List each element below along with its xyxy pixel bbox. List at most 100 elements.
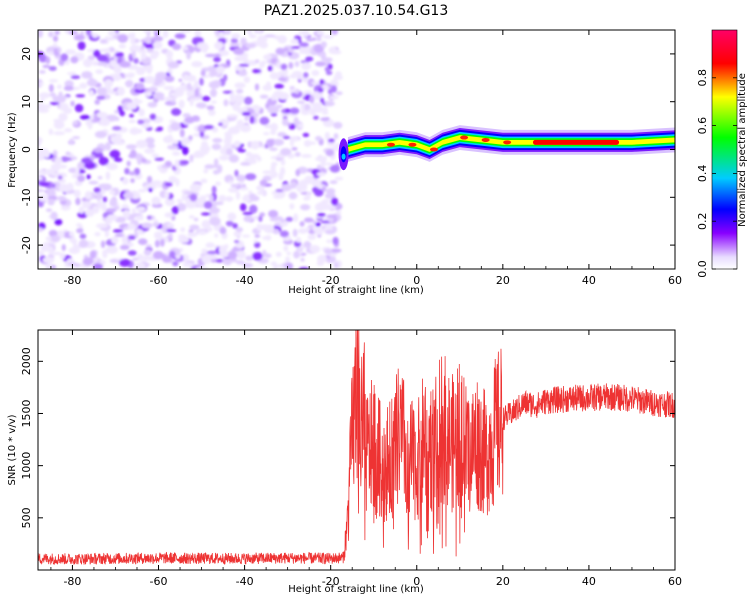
- noise-blob: [109, 59, 118, 68]
- noise-blob: [239, 203, 247, 212]
- noise-blob: [209, 216, 221, 226]
- noise-blob: [45, 208, 53, 213]
- noise-blob: [259, 116, 270, 125]
- noise-blob: [248, 33, 257, 39]
- noise-blob: [225, 148, 233, 156]
- noise-blob: [280, 63, 288, 71]
- noise-blob: [138, 238, 148, 246]
- noise-blob: [329, 95, 339, 100]
- noise-blob: [243, 76, 251, 84]
- noise-blobs: [38, 30, 344, 269]
- noise-blob: [54, 30, 60, 35]
- noise-blob: [127, 250, 137, 256]
- colorbar-tick-label: 0.4: [696, 165, 709, 183]
- noise-blob: [297, 123, 304, 129]
- noise-blob: [263, 224, 268, 233]
- x-tick-label: 60: [668, 575, 682, 588]
- noise-blob: [231, 33, 241, 39]
- noise-blob: [88, 180, 99, 185]
- noise-blob: [49, 246, 54, 255]
- noise-blob: [121, 234, 128, 244]
- noise-blob: [237, 70, 248, 77]
- noise-blob: [321, 84, 329, 91]
- noise-blob: [322, 34, 334, 40]
- noise-blob: [328, 217, 334, 223]
- noise-blob: [119, 258, 131, 267]
- noise-blob: [47, 198, 55, 206]
- noise-blob: [182, 113, 191, 118]
- noise-blob: [104, 229, 110, 238]
- noise-blob: [312, 103, 322, 112]
- noise-blob: [152, 222, 160, 227]
- noise-blob: [75, 223, 83, 227]
- noise-blob: [115, 52, 124, 58]
- noise-blob: [295, 236, 302, 243]
- noise-blob: [309, 95, 315, 104]
- noise-blob: [281, 112, 290, 118]
- noise-blob: [186, 74, 197, 82]
- noise-blob: [172, 43, 182, 51]
- noise-blob: [53, 131, 66, 136]
- noise-blob: [112, 73, 122, 81]
- noise-blob: [308, 230, 315, 234]
- noise-blob: [283, 245, 289, 252]
- noise-blob: [286, 251, 292, 256]
- noise-blob: [314, 135, 322, 142]
- noise-blob: [303, 72, 309, 78]
- noise-blob: [200, 69, 206, 77]
- noise-blob: [105, 141, 112, 151]
- noise-blob: [219, 31, 224, 39]
- noise-blob: [282, 135, 291, 140]
- noise-blob: [70, 56, 79, 64]
- noise-blob: [119, 61, 131, 68]
- noise-blob: [230, 37, 238, 44]
- noise-blob: [223, 99, 229, 107]
- noise-blob: [294, 151, 301, 157]
- noise-blob: [57, 195, 67, 202]
- noise-blob: [96, 54, 108, 62]
- noise-blob: [245, 255, 253, 262]
- noise-blob: [259, 94, 269, 99]
- noise-blob: [304, 90, 313, 95]
- noise-blob: [325, 162, 334, 166]
- noise-blob: [204, 164, 215, 169]
- noise-blob: [321, 186, 327, 192]
- noise-blob: [164, 191, 170, 200]
- noise-blob: [38, 188, 45, 193]
- noise-blob: [225, 196, 234, 202]
- noise-blob: [133, 57, 139, 64]
- noise-blob: [300, 257, 305, 262]
- noise-blob: [146, 215, 152, 220]
- snr-series-line: [38, 330, 675, 566]
- noise-blob: [242, 234, 251, 238]
- noise-blob: [39, 81, 44, 87]
- noise-blob: [162, 30, 169, 39]
- noise-blob: [285, 256, 291, 263]
- x-tick-label: 60: [668, 274, 682, 287]
- noise-blob: [335, 71, 342, 78]
- noise-blob: [224, 133, 233, 141]
- noise-blob: [227, 250, 238, 260]
- noise-blob: [229, 91, 235, 101]
- noise-blob: [325, 188, 336, 195]
- noise-blob: [242, 211, 253, 216]
- colorbar-gradient: [711, 29, 738, 270]
- noise-blob: [109, 149, 121, 159]
- noise-blob: [135, 215, 144, 221]
- noise-blob: [162, 135, 174, 144]
- noise-blob: [228, 187, 239, 193]
- noise-blob: [297, 76, 304, 80]
- noise-blob: [193, 183, 203, 188]
- noise-blob: [109, 190, 116, 195]
- noise-blob: [60, 53, 69, 62]
- noise-blob: [48, 31, 54, 38]
- noise-blob: [325, 70, 333, 76]
- noise-blob: [232, 102, 241, 112]
- noise-blob: [249, 204, 258, 214]
- noise-blob: [93, 113, 98, 123]
- noise-blob: [272, 138, 285, 146]
- noise-blob: [234, 169, 239, 177]
- noise-blob: [70, 156, 78, 161]
- noise-blob: [179, 30, 192, 33]
- noise-blob: [262, 249, 267, 256]
